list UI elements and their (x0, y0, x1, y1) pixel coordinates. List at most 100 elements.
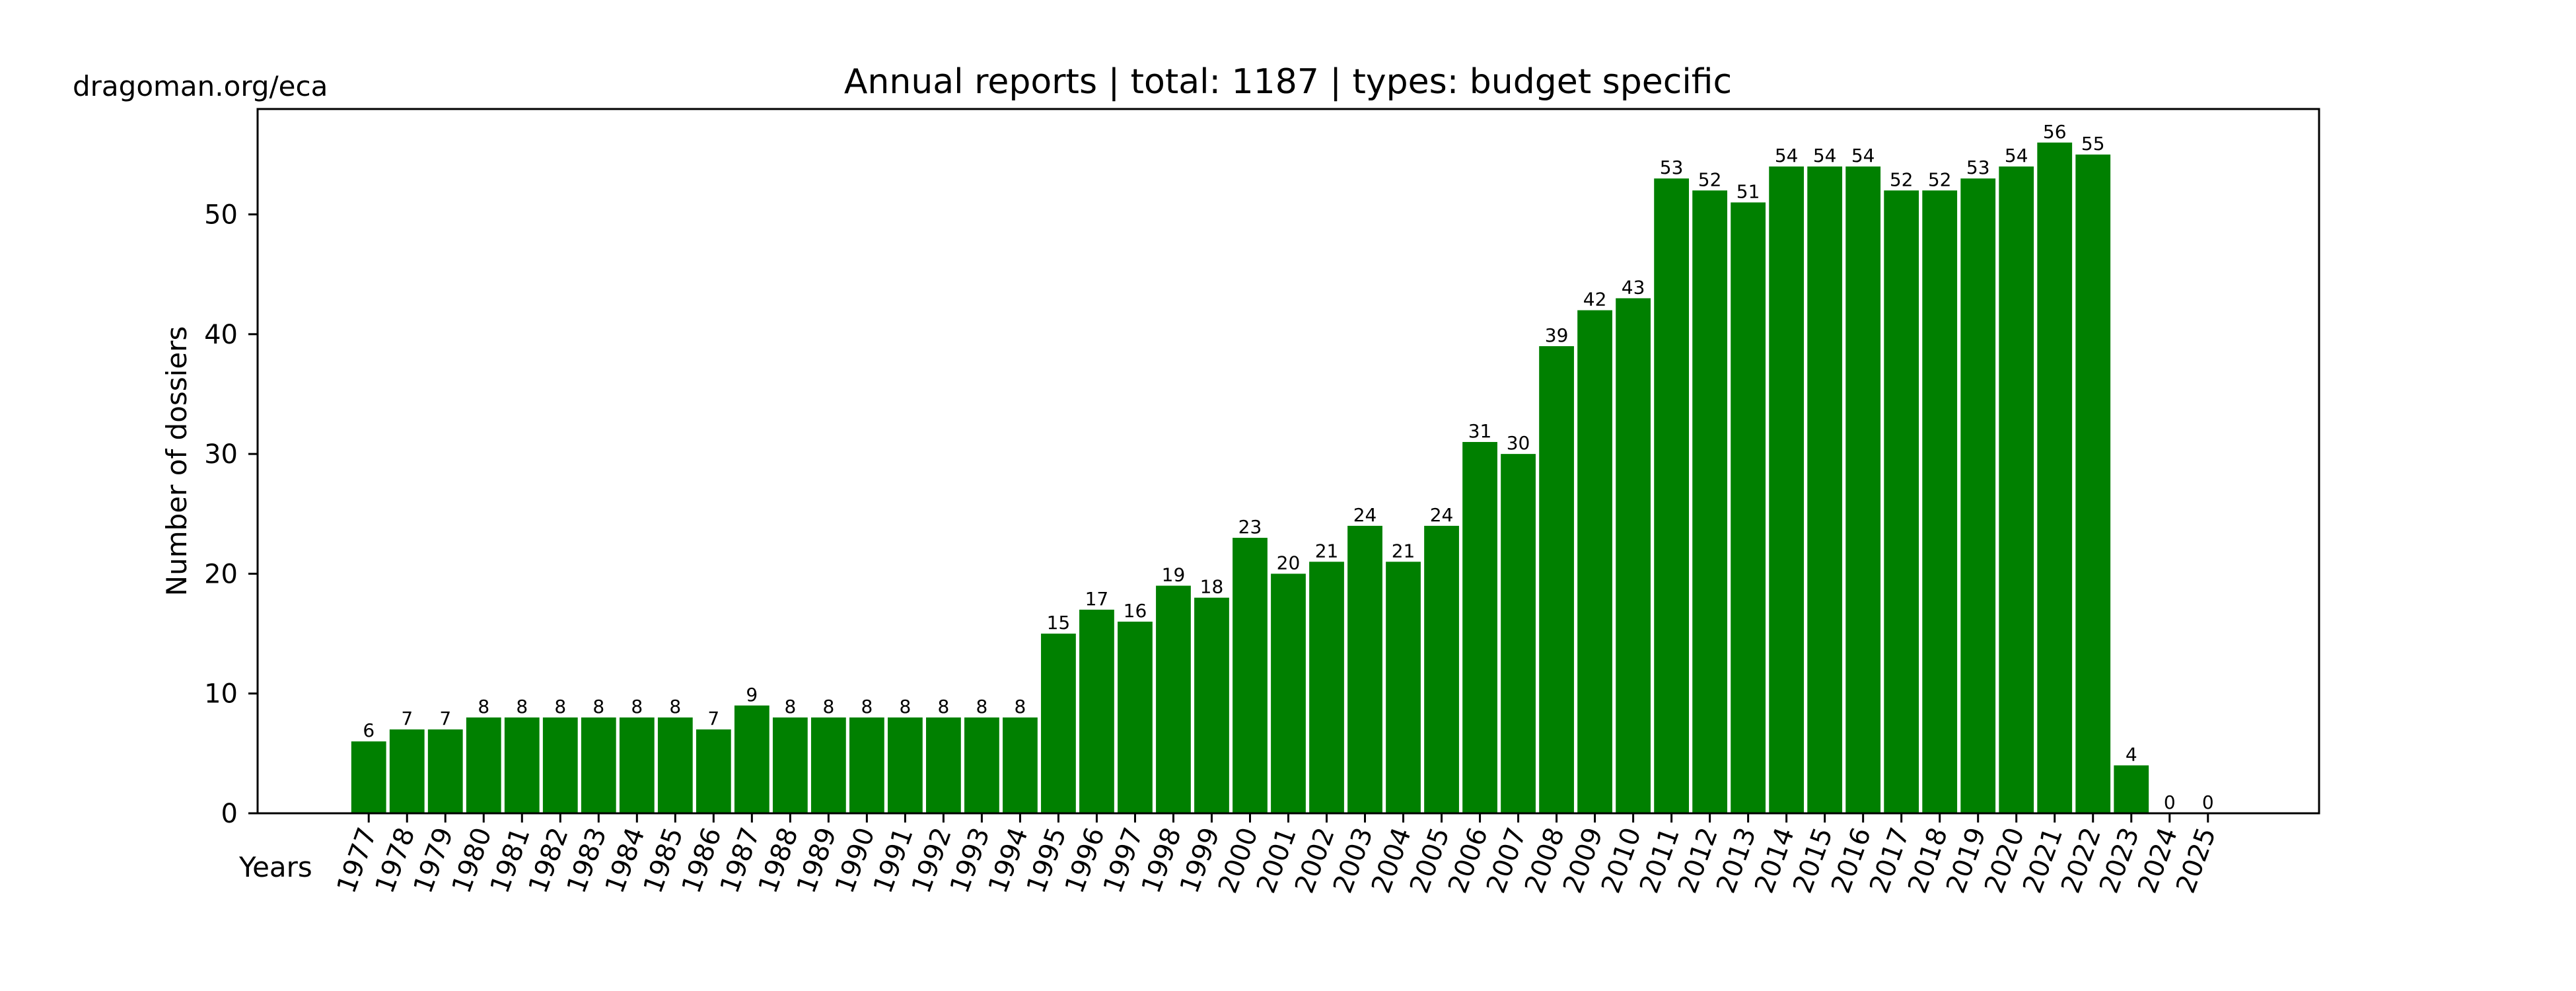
bar-1988 (772, 717, 808, 813)
bar-1977 (351, 741, 386, 813)
bar-value-label-1998: 19 (1162, 564, 1186, 586)
bar-value-label-2009: 42 (1583, 289, 1607, 311)
bar-2014 (1769, 166, 1805, 813)
bar-2002 (1309, 562, 1344, 813)
bar-2012 (1692, 190, 1728, 813)
bar-1981 (504, 717, 540, 813)
bar-1982 (542, 717, 578, 813)
bar-2018 (1922, 190, 1958, 813)
bar-value-label-2004: 21 (1392, 540, 1415, 562)
bar-value-label-1977: 6 (363, 719, 375, 741)
bar-value-label-2003: 24 (1353, 504, 1377, 526)
bar-value-label-1999: 18 (1200, 576, 1224, 598)
bar-value-label-2018: 52 (1928, 168, 1952, 190)
bar-value-label-2002: 21 (1315, 540, 1339, 562)
bar-value-label-1980: 8 (478, 696, 489, 717)
bar-1984 (619, 717, 655, 813)
bar-2001 (1271, 573, 1306, 813)
bar-2019 (1960, 178, 1996, 813)
y-tick-label-0: 0 (221, 799, 238, 829)
bar-value-label-1984: 8 (631, 696, 643, 717)
bar-2021 (2037, 142, 2073, 813)
bar-value-label-2000: 23 (1238, 516, 1262, 538)
bar-1983 (581, 717, 616, 813)
bar-1999 (1194, 597, 1229, 813)
bar-2004 (1386, 562, 1421, 813)
bar-value-label-1978: 7 (401, 708, 413, 729)
bar-value-label-2007: 30 (1507, 432, 1530, 454)
bar-value-label-1993: 8 (976, 696, 987, 717)
bar-1995 (1041, 634, 1076, 813)
bar-2005 (1424, 525, 1459, 813)
bar-value-label-1981: 8 (516, 696, 528, 717)
bar-1979 (427, 729, 463, 813)
y-tick-label-10: 10 (204, 679, 238, 710)
plot-frame (256, 108, 2320, 815)
bar-2010 (1616, 298, 1651, 813)
bar-value-label-1991: 8 (899, 696, 911, 717)
bar-2013 (1731, 202, 1766, 813)
bar-2006 (1462, 441, 1497, 813)
watermark: dragoman.org/eca (73, 70, 328, 102)
bar-value-label-1996: 17 (1085, 588, 1109, 610)
y-axis-ticks: 0 10 20 30 40 50 (204, 200, 258, 829)
bar-1997 (1118, 621, 1153, 813)
bar-value-label-2005: 24 (1430, 504, 1454, 526)
bar-2017 (1884, 190, 1919, 813)
y-axis-label: Number of dossiers (161, 326, 193, 597)
bar-2023 (2114, 765, 2149, 813)
y-tick-label-50: 50 (204, 200, 238, 231)
bar-value-label-2023: 4 (2126, 743, 2137, 765)
bars (351, 142, 2149, 813)
y-tick-label-40: 40 (204, 320, 238, 350)
bar-value-label-2008: 39 (1545, 324, 1569, 346)
bar-value-label-2016: 54 (1851, 145, 1875, 166)
bar-2020 (1999, 166, 2034, 813)
bar-2008 (1539, 346, 1574, 813)
bar-value-label-2020: 54 (2005, 145, 2028, 166)
bar-1993 (964, 717, 999, 813)
bar-value-label-1994: 8 (1015, 696, 1026, 717)
bar-1978 (389, 729, 425, 813)
bar-value-label-1982: 8 (554, 696, 566, 717)
bar-value-label-2010: 43 (1622, 276, 1645, 298)
bar-value-label-2001: 20 (1277, 552, 1301, 573)
bar-1996 (1079, 609, 1114, 813)
bar-value-label-1979: 7 (439, 708, 451, 729)
y-tick-label-30: 30 (204, 439, 238, 470)
bar-1990 (849, 717, 884, 813)
bar-1992 (926, 717, 961, 813)
bar-value-label-1995: 15 (1047, 612, 1071, 634)
bar-value-label-1992: 8 (937, 696, 949, 717)
bar-2000 (1233, 538, 1268, 813)
bar-2016 (1845, 166, 1881, 813)
bar-value-label-2022: 55 (2081, 133, 2105, 155)
bar-1998 (1156, 585, 1191, 813)
bar-2015 (1807, 166, 1843, 813)
bar-1991 (887, 717, 923, 813)
y-tick-label-20: 20 (204, 559, 238, 589)
bar-value-label-1986: 7 (707, 708, 719, 729)
bar-1986 (696, 729, 731, 813)
bar-value-label-2011: 53 (1660, 157, 1684, 178)
bar-value-label-2024: 0 (2164, 791, 2176, 813)
bar-value-label-2013: 51 (1736, 180, 1760, 202)
bar-value-label-1987: 9 (746, 684, 758, 706)
bar-value-label-1983: 8 (592, 696, 604, 717)
chart-title: Annual reports | total: 1187 | types: bu… (844, 62, 1732, 102)
bar-value-label-2021: 56 (2043, 121, 2067, 143)
bar-value-label-1985: 8 (669, 696, 681, 717)
bar-value-label-2025: 0 (2202, 791, 2214, 813)
bar-value-label-2014: 54 (1775, 145, 1799, 166)
bar-value-label-2019: 53 (1966, 157, 1990, 178)
bar-2009 (1577, 310, 1612, 813)
bar-value-label-1990: 8 (861, 696, 873, 717)
bar-1985 (657, 717, 693, 813)
bar-value-label-1989: 8 (822, 696, 834, 717)
bar-1994 (1003, 717, 1038, 813)
bar-value-label-1988: 8 (784, 696, 796, 717)
bar-1987 (734, 705, 769, 813)
bar-labels: 6 7 7 8 8 8 8 8 8 7 9 8 8 8 8 8 8 8 15 17 16 19 18 23 20 21 24 21 24… (363, 121, 2213, 813)
